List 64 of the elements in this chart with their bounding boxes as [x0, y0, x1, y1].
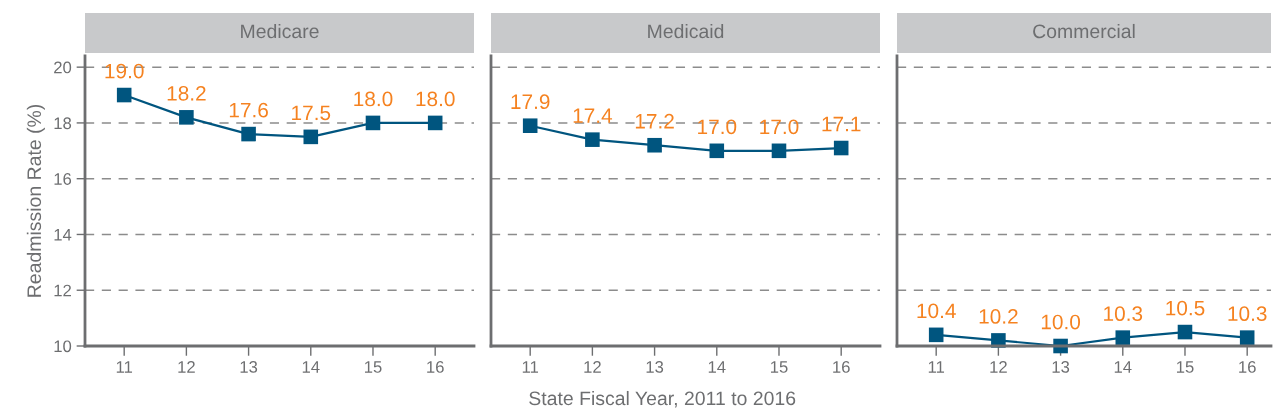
data-label: 10.5 [1166, 300, 1205, 316]
x-tick-label: 16 [427, 361, 444, 373]
point [991, 333, 1006, 348]
data-label: 17.2 [635, 113, 674, 129]
x-tick-label: 14 [302, 361, 320, 373]
y-tick-label: 18 [54, 117, 72, 130]
point [709, 143, 725, 159]
point [585, 132, 600, 147]
y-tick-label: 10 [54, 340, 72, 353]
point [833, 140, 849, 156]
point [427, 115, 443, 131]
x-tick-label: 11 [928, 361, 945, 373]
data-label: 18.2 [167, 85, 206, 101]
chart-title: Medicaid [648, 23, 724, 39]
data-label: 17.5 [292, 105, 331, 121]
data-label: 10.4 [917, 303, 956, 319]
x-tick-label: 12 [178, 361, 195, 373]
data-label: 10.3 [1104, 306, 1143, 322]
data-label: 10.0 [1041, 314, 1081, 330]
data-label: 10.3 [1228, 306, 1267, 322]
data-label: 17.0 [698, 119, 737, 135]
point [647, 137, 662, 153]
point [116, 87, 132, 103]
point [928, 327, 944, 343]
y-tick-label: 16 [54, 173, 72, 185]
y-tick-label: 14 [54, 229, 72, 241]
point [303, 129, 319, 145]
data-label: 17.9 [511, 94, 550, 110]
point [771, 143, 787, 159]
x-tick-label: 12 [584, 361, 601, 373]
x-tick-label: 14 [708, 361, 726, 373]
x-tick-label: 15 [364, 361, 382, 373]
y-tick-label: 12 [54, 284, 71, 297]
data-label: 17.6 [229, 102, 268, 118]
chart-title: Commercial [1033, 23, 1135, 39]
point [522, 118, 538, 133]
x-tick-label: 11 [522, 361, 539, 373]
x-axis-title: State Fiscal Year, 2011 to 2016 [529, 390, 796, 408]
point [1177, 324, 1193, 340]
x-tick-label: 13 [1052, 361, 1070, 373]
y-tick-label: 20 [54, 61, 72, 74]
point [1115, 330, 1131, 345]
data-label: 10.2 [979, 309, 1018, 324]
x-tick-label: 15 [770, 361, 788, 373]
data-label: 17.1 [822, 116, 861, 132]
chart-title: Medicare [241, 23, 319, 39]
x-tick-label: 16 [1239, 361, 1256, 373]
x-tick-label: 11 [116, 361, 133, 373]
point [241, 126, 256, 142]
point [179, 110, 194, 125]
data-label: 17.4 [573, 108, 613, 123]
data-label: 18.0 [416, 91, 455, 107]
x-tick-label: 13 [646, 361, 664, 373]
point [1239, 330, 1255, 345]
x-tick-label: 16 [833, 361, 850, 373]
x-tick-label: 12 [990, 361, 1007, 373]
y-axis-title: Readmission Rate (%) [26, 104, 45, 297]
x-tick-label: 15 [1176, 361, 1194, 373]
data-label: 17.0 [760, 119, 799, 135]
data-label: 19.0 [105, 63, 144, 79]
x-tick-label: 14 [1114, 361, 1132, 373]
data-label: 18.0 [354, 91, 393, 107]
x-tick-label: 13 [240, 361, 258, 373]
point [365, 115, 381, 131]
